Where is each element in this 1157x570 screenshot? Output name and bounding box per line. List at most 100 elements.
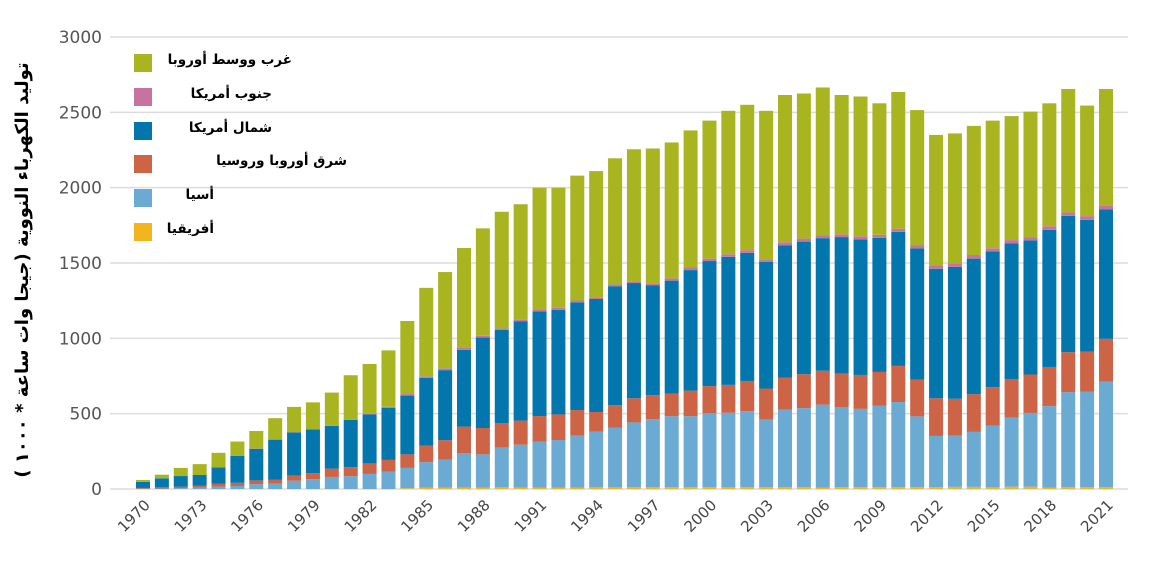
- legend-item: شمال أمريكا: [134, 118, 364, 152]
- bar-segment: [475, 337, 490, 428]
- bar-segment: [136, 479, 150, 482]
- bar-segment: [400, 454, 415, 468]
- legend-item: أفريقيا: [134, 219, 364, 253]
- bar-segment: [343, 476, 358, 489]
- bar-segment: [702, 258, 717, 262]
- bars: [136, 87, 1113, 489]
- bar-segment: [381, 407, 396, 460]
- bar-segment: [136, 481, 150, 488]
- bar-segment: [400, 394, 415, 396]
- bar-segment: [626, 398, 641, 423]
- bar-segment: [626, 149, 641, 282]
- bar-segment: [929, 487, 944, 489]
- bar-2021: [1099, 88, 1113, 489]
- bar-segment: [721, 256, 736, 385]
- bar-segment: [1061, 215, 1076, 353]
- bar-segment: [249, 448, 264, 481]
- bar-segment: [513, 420, 528, 445]
- bar-segment: [947, 486, 962, 489]
- bar-segment: [1023, 374, 1038, 413]
- bar-segment: [249, 484, 264, 489]
- bar-segment: [249, 430, 264, 449]
- bar-segment: [626, 281, 641, 284]
- bar-segment: [853, 236, 868, 240]
- bar-segment: [872, 371, 887, 406]
- bar-segment: [853, 239, 868, 375]
- bar-segment: [626, 422, 641, 488]
- bar-segment: [608, 405, 623, 428]
- bar-segment: [287, 432, 302, 476]
- x-tick-label: 2009: [851, 496, 891, 536]
- bar-segment: [400, 488, 415, 489]
- bar-segment: [457, 426, 471, 453]
- legend-swatch: [134, 222, 152, 241]
- bar-segment: [985, 120, 1000, 249]
- y-tick-label: 2000: [59, 179, 102, 199]
- y-axis-label: توليد الكهرباء النووية (جيجا وات ساعة * …: [12, 62, 33, 477]
- bar-segment: [192, 487, 207, 489]
- bar-segment: [532, 416, 547, 442]
- bar-segment: [532, 441, 547, 488]
- bar-segment: [683, 270, 698, 391]
- x-tick-label: 2000: [681, 496, 721, 536]
- bar-segment: [570, 300, 585, 303]
- bar-segment: [947, 398, 962, 436]
- bar-segment: [796, 374, 811, 409]
- bar-segment: [154, 474, 169, 479]
- bar-segment: [929, 268, 944, 399]
- bar-segment: [966, 125, 981, 256]
- bar-segment: [645, 419, 660, 488]
- bar-segment: [589, 299, 604, 413]
- bar-segment: [929, 398, 944, 436]
- legend-swatch: [134, 87, 152, 106]
- x-tick-label: 2006: [794, 496, 834, 536]
- bar-1974: [211, 452, 226, 489]
- bar-segment: [626, 283, 641, 399]
- bar-segment: [570, 175, 585, 301]
- bar-segment: [1061, 88, 1076, 213]
- bar-segment: [683, 267, 698, 271]
- bar-segment: [1080, 219, 1095, 352]
- bar-segment: [1080, 487, 1095, 489]
- bar-2019: [1061, 88, 1076, 489]
- bar-1993: [570, 175, 585, 489]
- bar-segment: [645, 283, 660, 286]
- y-tick-label: 1000: [59, 329, 102, 349]
- bar-1976: [249, 430, 264, 489]
- x-tick-label: 1973: [171, 496, 211, 536]
- bar-segment: [721, 487, 736, 489]
- bar-1977: [268, 418, 283, 489]
- x-tick-label: 1970: [114, 496, 154, 536]
- bar-segment: [1061, 352, 1076, 393]
- bar-1992: [551, 187, 566, 489]
- bar-segment: [324, 425, 339, 469]
- bar-segment: [985, 248, 1000, 252]
- bar-2002: [740, 104, 755, 489]
- bar-segment: [853, 374, 868, 409]
- bar-segment: [815, 87, 830, 236]
- bar-segment: [211, 452, 226, 468]
- bar-segment: [494, 423, 509, 448]
- bar-segment: [1099, 338, 1113, 382]
- bar-segment: [759, 110, 774, 260]
- bar-1987: [457, 247, 471, 489]
- bar-2020: [1080, 105, 1095, 489]
- bar-segment: [947, 263, 962, 267]
- bar-segment: [645, 395, 660, 420]
- bar-segment: [910, 110, 925, 246]
- bar-segment: [1042, 406, 1057, 488]
- bar-segment: [173, 467, 188, 477]
- bar-segment: [589, 297, 604, 300]
- bar-segment: [268, 479, 283, 484]
- bar-segment: [853, 96, 868, 237]
- bar-segment: [494, 328, 509, 330]
- bar-segment: [947, 133, 962, 264]
- bar-segment: [929, 134, 944, 266]
- bar-segment: [702, 261, 717, 387]
- bar-2014: [966, 125, 981, 489]
- bar-1998: [664, 142, 679, 489]
- bar-segment: [589, 431, 604, 488]
- bar-segment: [1023, 486, 1038, 489]
- bar-segment: [1099, 205, 1113, 210]
- bar-segment: [419, 287, 434, 377]
